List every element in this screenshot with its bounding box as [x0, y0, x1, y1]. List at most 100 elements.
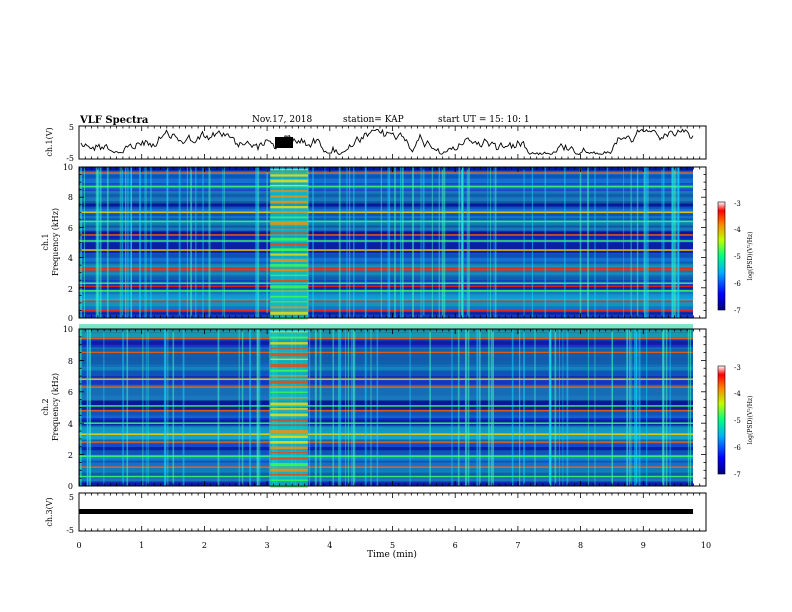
- spectro-spike: [468, 167, 470, 318]
- spectro-spike: [550, 329, 552, 486]
- spectro-spike: [487, 167, 489, 318]
- spectro-burst-line: [270, 413, 308, 417]
- ch3-ytick-5: 5: [69, 493, 74, 502]
- spectro-spike: [457, 329, 460, 486]
- spectro-texture-row: [79, 178, 693, 183]
- ch1-colorbar-label: log(PSD)(V²/Hz): [747, 232, 754, 281]
- spectro-burst-line: [270, 169, 308, 171]
- spectro-texture-row: [79, 276, 693, 281]
- spectro-burst-line: [270, 452, 308, 454]
- spectro-texture-row: [79, 208, 693, 213]
- spectro-spike: [351, 329, 353, 486]
- spectro-spike: [86, 329, 89, 486]
- spectro-texture-row: [79, 332, 693, 338]
- spectro-spike: [257, 167, 259, 318]
- spectro-spike: [511, 329, 514, 486]
- spectro-texture-row: [79, 193, 693, 198]
- spectro-texture-row: [79, 189, 693, 194]
- spectro-texture-row: [79, 407, 693, 412]
- spectro-spike: [562, 329, 564, 486]
- spectro-broadband: [79, 298, 693, 307]
- spectro-spike: [441, 167, 444, 318]
- spectro-band: [79, 172, 693, 174]
- spectro-texture-row: [79, 185, 693, 190]
- ch1-waveform-panel: 5 -5 ch.1(V): [45, 123, 707, 163]
- spectro-texture-row: [79, 423, 693, 428]
- spectro-texture-row: [79, 411, 693, 416]
- x-tick-label: 8: [578, 541, 583, 550]
- spectro-spike: [268, 329, 271, 486]
- spectro-spike: [150, 167, 152, 318]
- ch1-colorbar-gradient: [717, 201, 726, 311]
- spectro-band: [79, 282, 693, 285]
- ch1-ytick-8: 8: [68, 193, 73, 202]
- spectro-burst-line: [270, 195, 308, 198]
- spectro-burst-line: [270, 364, 308, 367]
- spectro-spike: [249, 329, 252, 486]
- spectro-spike: [266, 167, 268, 318]
- spectro-spike: [487, 329, 490, 486]
- ch2-colorbar-label: log(PSD)(V²/Hz): [747, 396, 754, 445]
- spectro-band: [79, 185, 693, 188]
- spectro-texture-row: [79, 212, 693, 217]
- spectro-spike: [662, 329, 664, 486]
- x-tick-label: 6: [453, 541, 458, 550]
- start-time-label: start UT = 15: 10: 1: [438, 115, 530, 125]
- spectro-spike: [238, 329, 240, 486]
- spectro-spike: [478, 329, 481, 486]
- spectro-texture-row: [79, 372, 693, 377]
- ch1-ytick-neg5: -5: [66, 154, 74, 163]
- spectro-spike: [119, 167, 121, 318]
- spectro-spike: [308, 329, 311, 486]
- spectro-spike: [339, 329, 342, 486]
- spectro-spike: [669, 329, 671, 486]
- spectro-texture-row: [79, 395, 693, 400]
- spectro-spike: [467, 329, 470, 486]
- spectro-spike: [130, 167, 132, 318]
- spectro-broadband: [79, 330, 693, 338]
- spectro-spike: [352, 329, 354, 486]
- ch2-cb-tick-5: -5: [734, 417, 741, 425]
- spectro-burst-line: [270, 221, 308, 225]
- spectro-spike: [324, 167, 326, 318]
- spectro-texture-row: [79, 291, 693, 296]
- spectro-spike: [564, 167, 566, 318]
- spectro-broadband: [79, 291, 693, 307]
- spectro-spike: [332, 329, 334, 486]
- spectro-spike: [389, 167, 391, 318]
- spectro-burst-line: [270, 295, 308, 298]
- spectro-burst: [270, 329, 308, 486]
- ch2-ytick-4: 4: [68, 420, 73, 429]
- spectro-texture-row: [79, 419, 693, 424]
- spectro-burst-line: [270, 290, 308, 292]
- spectro-spike: [636, 167, 639, 318]
- spectro-spike: [145, 329, 147, 486]
- spectro-spike: [490, 329, 493, 486]
- spectro-spike: [460, 167, 463, 318]
- spectro-spike: [106, 167, 109, 318]
- spectro-spike: [353, 167, 355, 318]
- spectro-texture-row: [79, 427, 693, 432]
- spectro-burst-line: [270, 375, 308, 377]
- spectro-broadband: [79, 455, 693, 473]
- spectro-burst-line: [270, 347, 308, 349]
- spectro-broadband: [79, 220, 693, 231]
- x-tick-label: 2: [202, 541, 207, 550]
- spectro-spike: [99, 167, 102, 318]
- spectro-burst-line: [270, 441, 308, 444]
- spectro-texture-row: [79, 242, 693, 247]
- spectro-spike: [387, 167, 389, 318]
- spectro-broadband: [79, 384, 693, 401]
- spectro-spike: [490, 167, 492, 318]
- spectro-spike: [346, 167, 348, 318]
- spectro-spike: [638, 329, 641, 486]
- ch1-ytick-4: 4: [68, 254, 73, 263]
- spectro-texture-row: [79, 450, 693, 455]
- spectro-burst-line: [270, 184, 308, 187]
- spectro-burst-line: [270, 479, 308, 481]
- spectro-spike: [147, 329, 149, 486]
- spectro-spike: [167, 167, 169, 318]
- spectro-spike: [145, 167, 147, 318]
- spectro-burst-line: [270, 190, 308, 192]
- spectro-band: [79, 309, 693, 312]
